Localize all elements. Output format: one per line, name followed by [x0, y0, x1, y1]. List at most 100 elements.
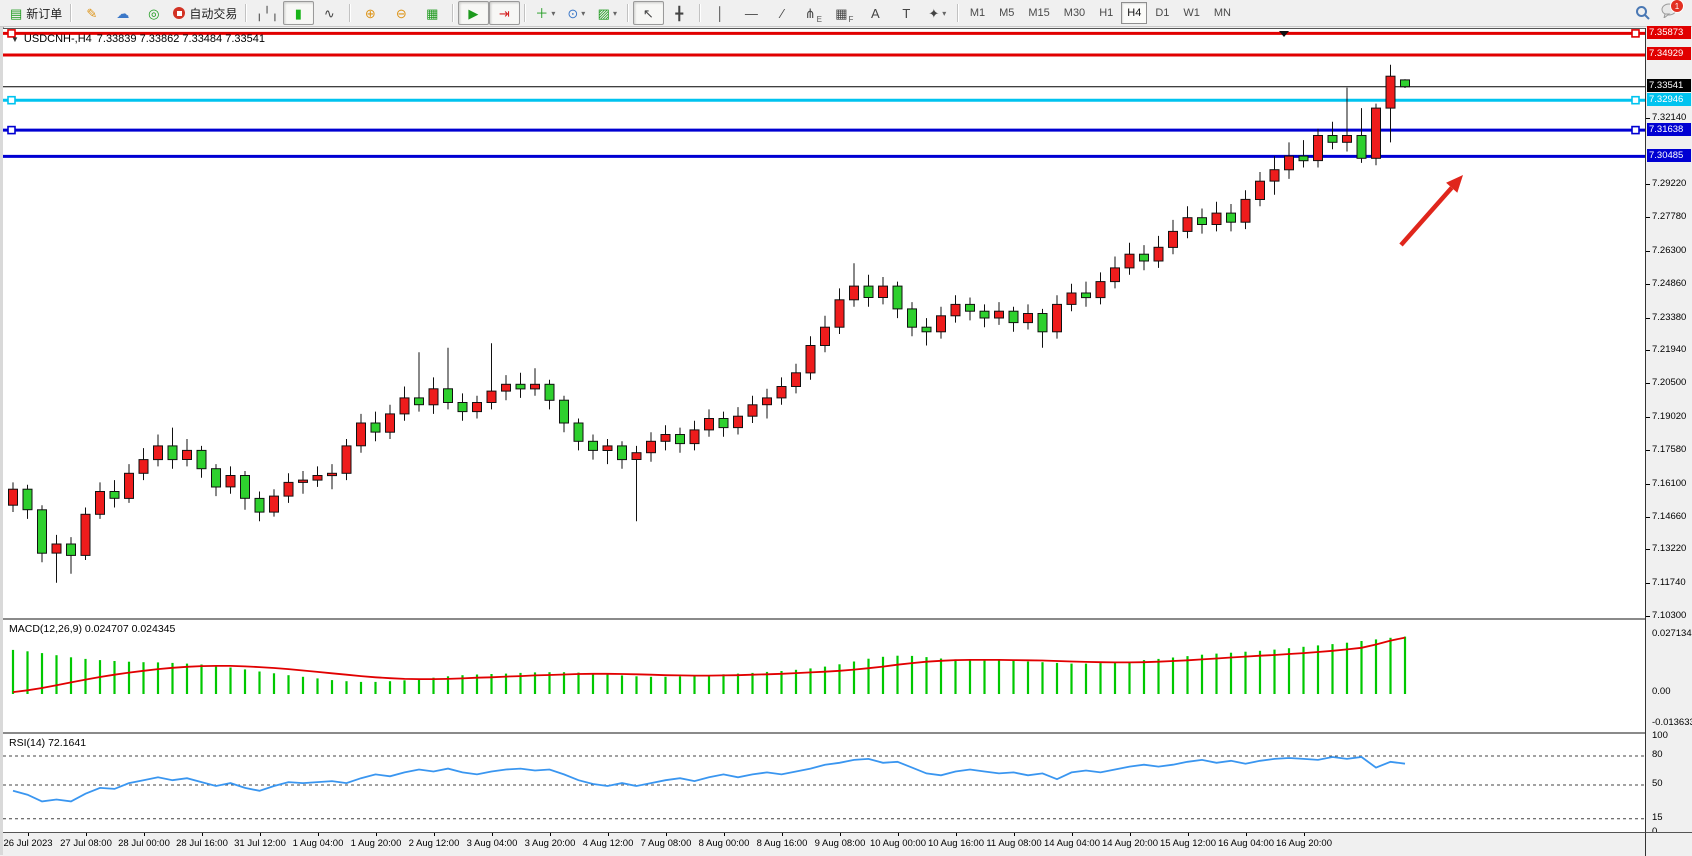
- line-handle[interactable]: [1631, 95, 1640, 105]
- chevron-down-icon[interactable]: ▾: [581, 8, 586, 18]
- candle-body[interactable]: [1052, 303, 1062, 333]
- highlighter-button[interactable]: ✎: [76, 1, 107, 25]
- timeframe-M15[interactable]: M15: [1028, 7, 1050, 19]
- candle-body[interactable]: [8, 488, 18, 506]
- candle-body[interactable]: [1255, 180, 1265, 200]
- time-axis[interactable]: 26 Jul 2023 27 Jul 08:00 28 Jul 00:00 28 Ju…: [3, 832, 1645, 856]
- candle-body[interactable]: [283, 481, 294, 497]
- candle-body[interactable]: [849, 285, 859, 301]
- rsi-indicator-pane[interactable]: RSI(14) 72.1641: [3, 732, 1645, 834]
- candle-body[interactable]: [704, 418, 714, 431]
- candle-body[interactable]: [327, 472, 337, 477]
- candle-body[interactable]: [1327, 135, 1338, 143]
- search-icon[interactable]: [1635, 5, 1651, 21]
- text-button[interactable]: A: [860, 1, 891, 25]
- candle-body[interactable]: [51, 543, 62, 554]
- signals-button[interactable]: ◎: [138, 1, 169, 25]
- candle-body[interactable]: [733, 415, 743, 429]
- new-order-button[interactable]: ▤ 新订单: [6, 1, 66, 25]
- candle-body[interactable]: [341, 445, 352, 474]
- crosshair-button[interactable]: ╋: [664, 1, 695, 25]
- candle-body[interactable]: [863, 285, 874, 299]
- candle-body[interactable]: [211, 468, 221, 488]
- macd-indicator-pane[interactable]: MACD(12,26,9) 0.024707 0.024345: [3, 618, 1645, 734]
- candle-body[interactable]: [109, 491, 120, 499]
- candle-body[interactable]: [1197, 217, 1207, 225]
- candle-body[interactable]: [1139, 253, 1149, 262]
- candle-body[interactable]: [791, 372, 801, 387]
- collapse-icon[interactable]: ▼: [11, 34, 19, 44]
- candle-body[interactable]: [1023, 313, 1033, 324]
- candle-body[interactable]: [124, 472, 134, 499]
- candle-body[interactable]: [588, 440, 598, 451]
- candle-body[interactable]: [921, 326, 932, 333]
- timeframe-MN[interactable]: MN: [1213, 7, 1231, 19]
- timeframe-M1[interactable]: M1: [969, 7, 986, 19]
- timeframe-D1[interactable]: D1: [1155, 7, 1170, 19]
- candle-body[interactable]: [646, 440, 656, 454]
- trend-arrow-shaft[interactable]: [1399, 186, 1454, 247]
- candle-body[interactable]: [80, 513, 91, 556]
- candle-body[interactable]: [399, 397, 410, 415]
- chevron-down-icon[interactable]: ▾: [612, 8, 617, 18]
- cursor-button[interactable]: ↖: [632, 1, 664, 25]
- candle-body[interactable]: [573, 422, 584, 442]
- candle-body[interactable]: [1385, 75, 1396, 109]
- candle-body[interactable]: [631, 452, 642, 461]
- periods-button[interactable]: ⊙ ▾: [561, 1, 592, 25]
- chevron-down-icon[interactable]: ▾: [942, 8, 947, 18]
- price-axis[interactable]: 7.32140 7.29220 7.27780 7.26300 7.24860 7.233…: [1645, 26, 1692, 837]
- chevron-down-icon[interactable]: ▾: [551, 8, 556, 18]
- candle-body[interactable]: [675, 434, 685, 445]
- candle-body[interactable]: [472, 402, 482, 413]
- candle-body[interactable]: [1153, 246, 1164, 262]
- line-chart-type-button[interactable]: ∿: [314, 1, 345, 25]
- timeframe-M30[interactable]: M30: [1063, 7, 1086, 19]
- candle-body[interactable]: [1008, 310, 1019, 324]
- candle-body[interactable]: [762, 397, 772, 406]
- macd-chart[interactable]: [3, 620, 1645, 732]
- candle-body[interactable]: [617, 445, 627, 461]
- candle-body[interactable]: [457, 402, 468, 413]
- candle-body[interactable]: [22, 488, 33, 511]
- candle-body[interactable]: [501, 383, 511, 392]
- rsi-chart[interactable]: [3, 734, 1645, 832]
- horizontal-line-button[interactable]: —: [736, 1, 767, 25]
- candle-body[interactable]: [1066, 292, 1077, 305]
- candle-body[interactable]: [1124, 253, 1135, 269]
- candle-body[interactable]: [385, 413, 395, 433]
- candle-body[interactable]: [153, 445, 163, 461]
- candle-body[interactable]: [1240, 198, 1251, 223]
- equidistant-channel-button[interactable]: ⋔ E: [804, 5, 822, 25]
- bar-chart-type-button[interactable]: ╷╵╷: [251, 1, 282, 25]
- candle-body[interactable]: [167, 445, 178, 461]
- candle-body[interactable]: [965, 303, 975, 312]
- candle-body[interactable]: [1371, 107, 1381, 159]
- candle-body[interactable]: [95, 491, 105, 515]
- templates-button[interactable]: ▨ ▾: [592, 1, 623, 25]
- chart-shift-marker[interactable]: [1279, 31, 1289, 37]
- candle-body[interactable]: [936, 315, 946, 333]
- candle-body[interactable]: [660, 434, 671, 442]
- candle-body[interactable]: [1095, 281, 1106, 299]
- candle-body[interactable]: [225, 475, 236, 488]
- candle-body[interactable]: [994, 310, 1004, 319]
- text-label-button[interactable]: T: [891, 1, 922, 25]
- candle-body[interactable]: [1168, 230, 1178, 248]
- candle-body[interactable]: [820, 326, 830, 347]
- candle-body[interactable]: [878, 285, 888, 299]
- zoom-in-button[interactable]: ⊕: [355, 1, 386, 25]
- candle-body[interactable]: [486, 390, 497, 404]
- candlestick-type-button[interactable]: ▮: [282, 1, 314, 25]
- candle-body[interactable]: [1110, 267, 1120, 283]
- candle-body[interactable]: [1298, 155, 1309, 162]
- candle-body[interactable]: [240, 475, 250, 499]
- zoom-out-button[interactable]: ⊖: [386, 1, 417, 25]
- timeframe-H1[interactable]: H1: [1099, 7, 1114, 19]
- candlestick-chart[interactable]: [3, 29, 1645, 619]
- candle-body[interactable]: [269, 495, 279, 513]
- candle-body[interactable]: [776, 386, 787, 399]
- candle-body[interactable]: [66, 543, 76, 556]
- vertical-line-button[interactable]: │: [705, 1, 736, 25]
- candle-body[interactable]: [979, 310, 990, 319]
